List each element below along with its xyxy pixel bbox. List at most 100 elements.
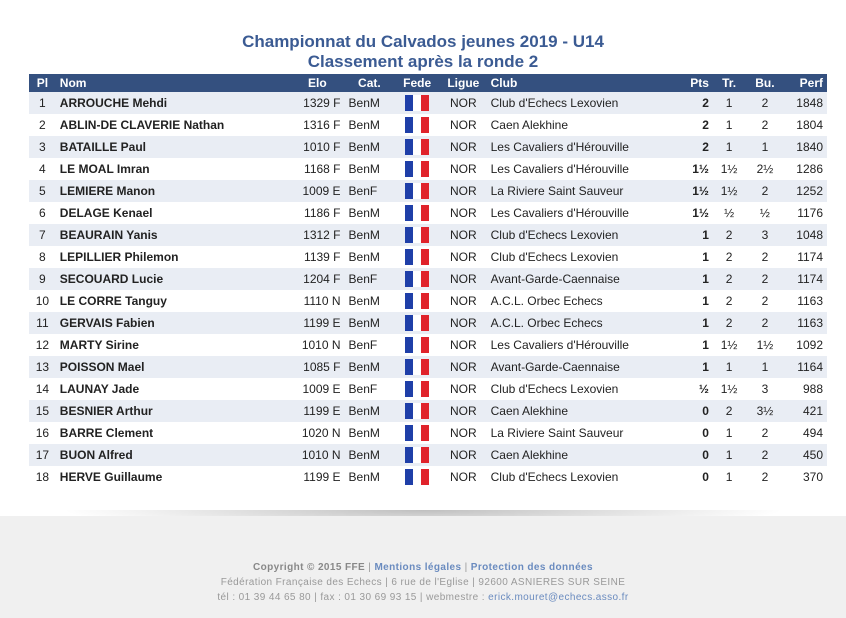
cell-elo: 1009 E — [302, 382, 341, 396]
table-row: 2 ABLIN-DE CLAVERIE Nathan 1316 F BenM NOR Ca… — [29, 114, 827, 136]
cell-nom: BATAILLE Paul — [59, 140, 147, 154]
cell-fede — [394, 378, 440, 400]
cell-ligue: NOR — [450, 404, 477, 418]
cell-elo: 1020 N — [301, 426, 341, 440]
cell-elo: 1139 F — [304, 250, 341, 264]
cell-perf: 1848 — [796, 96, 823, 110]
cell-ligue: NOR — [450, 426, 477, 440]
cell-tr: 1 — [725, 96, 733, 110]
france-flag-icon — [405, 117, 430, 133]
page-subtitle: Classement après la ronde 2 — [307, 52, 539, 71]
table-row: 8 LEPILLIER Philemon 1139 F BenM NOR Club d'E… — [29, 246, 827, 268]
col-header-tr: Tr. — [722, 76, 737, 90]
table-header-row: Pl Nom Elo Cat. Fede Ligue Club Pts Tr. … — [29, 74, 827, 92]
cell-pts: 2 — [702, 118, 709, 132]
table-row: 17 BUON Alfred 1010 N BenM NOR Caen Alekhine 0… — [29, 444, 827, 466]
cell-club: La Riviere Saint Sauveur — [490, 426, 624, 440]
cell-club: Les Cavaliers d'Hérouville — [490, 140, 629, 154]
cell-bu: 2 — [761, 272, 769, 286]
footer-line-1: Copyright © 2015 FFE | Mentions légales … — [0, 560, 846, 575]
cell-ligue: NOR — [450, 338, 477, 352]
cell-club: Club d'Echecs Lexovien — [490, 470, 619, 484]
cell-elo: 1110 N — [303, 294, 341, 308]
table-row: 6 DELAGE Kenael 1186 F BenM NOR Les Cavaliers… — [29, 202, 827, 224]
cell-nom: LEMIERE Manon — [59, 184, 156, 198]
cell-pl: 6 — [39, 206, 46, 220]
cell-club: Club d'Echecs Lexovien — [490, 96, 619, 110]
table-row: 5 LEMIERE Manon 1009 E BenF NOR La Riviere Sa… — [29, 180, 827, 202]
table-row: 10 LE CORRE Tanguy 1110 N BenM NOR A.C.L. Orb… — [29, 290, 827, 312]
cell-perf: 1163 — [797, 294, 823, 308]
cell-cat: BenF — [348, 382, 378, 396]
cell-elo: 1329 F — [303, 96, 341, 110]
cell-club: Les Cavaliers d'Hérouville — [490, 162, 629, 176]
france-flag-icon — [405, 139, 430, 155]
cell-tr: 2 — [725, 404, 733, 418]
webmaster-email-link[interactable]: erick.mouret@echecs.asso.fr — [488, 592, 629, 603]
cell-pl: 14 — [35, 382, 50, 396]
cell-bu: 2 — [761, 448, 769, 462]
cell-perf: 1840 — [796, 140, 823, 154]
cell-ligue: NOR — [450, 316, 477, 330]
cell-ligue: NOR — [450, 470, 477, 484]
cell-perf: 1174 — [797, 272, 823, 286]
page-title: Championnat du Calvados jeunes 2019 - U1… — [242, 32, 604, 51]
cell-ligue: NOR — [450, 228, 477, 242]
cell-nom: POISSON Mael — [59, 360, 145, 374]
cell-cat: BenF — [348, 272, 378, 286]
cell-elo: 1312 F — [303, 228, 341, 242]
cell-pl: 13 — [35, 360, 50, 374]
cell-bu: 2 — [761, 316, 769, 330]
cell-fede — [394, 444, 440, 466]
france-flag-icon — [405, 315, 430, 331]
cell-pl: 1 — [39, 96, 46, 110]
cell-pts: 1 — [702, 294, 709, 308]
cell-pts: 1 — [702, 250, 709, 264]
cell-pts: 1½ — [692, 206, 709, 220]
table-row: 1 ARROUCHE Mehdi 1329 F BenM NOR Club d'Echec… — [29, 92, 827, 114]
cell-pts: 0 — [702, 426, 709, 440]
cell-tr: 2 — [725, 250, 733, 264]
cell-ligue: NOR — [450, 294, 477, 308]
cell-ligue: NOR — [450, 206, 477, 220]
cell-club: A.C.L. Orbec Echecs — [490, 316, 603, 330]
table-row: 4 LE MOAL Imran 1168 F BenM NOR Les Cavaliers… — [29, 158, 827, 180]
cell-club: La Riviere Saint Sauveur — [490, 184, 624, 198]
table-row: 14 LAUNAY Jade 1009 E BenF NOR Club d'Echecs … — [29, 378, 827, 400]
cell-cat: BenM — [348, 250, 380, 264]
france-flag-icon — [405, 403, 430, 419]
cell-cat: BenM — [348, 470, 380, 484]
cell-tr: 1 — [725, 360, 733, 374]
cell-cat: BenM — [348, 294, 380, 308]
table-row: 18 HERVE Guillaume 1199 E BenM NOR Club d'Ech… — [29, 466, 827, 488]
cell-nom: SECOUARD Lucie — [59, 272, 164, 286]
col-header-pts: Pts — [690, 76, 709, 90]
table-row: 15 BESNIER Arthur 1199 E BenM NOR Caen Alekhi… — [29, 400, 827, 422]
col-header-ligue: Ligue — [447, 76, 480, 90]
cell-nom: ARROUCHE Mehdi — [59, 96, 168, 110]
france-flag-icon — [405, 469, 430, 485]
cell-cat: BenM — [348, 426, 380, 440]
cell-bu: 3 — [761, 228, 769, 242]
footer-band — [0, 516, 846, 618]
mentions-legales-link[interactable]: Mentions légales — [374, 562, 462, 573]
france-flag-icon — [405, 381, 430, 397]
cell-nom: BARRE Clement — [59, 426, 154, 440]
cell-pts: 1 — [702, 272, 709, 286]
cell-tr: 1 — [725, 118, 733, 132]
table-row: 7 BEAURAIN Yanis 1312 F BenM NOR Club d'Echec… — [29, 224, 827, 246]
cell-pts: 0 — [702, 404, 709, 418]
cell-elo: 1010 N — [301, 338, 341, 352]
cell-elo: 1085 F — [303, 360, 341, 374]
protection-donnees-link[interactable]: Protection des données — [470, 562, 593, 573]
cell-pl: 7 — [39, 228, 46, 242]
cell-perf: 1164 — [797, 360, 823, 374]
cell-club: Caen Alekhine — [490, 118, 569, 132]
cell-pl: 2 — [39, 118, 46, 132]
cell-ligue: NOR — [450, 272, 477, 286]
cell-pts: 0 — [702, 470, 709, 484]
cell-pl: 10 — [35, 294, 50, 308]
cell-pl: 5 — [39, 184, 46, 198]
cell-tr: 1½ — [720, 162, 738, 176]
footer-copyright: Copyright © 2015 FFE — [253, 562, 366, 573]
